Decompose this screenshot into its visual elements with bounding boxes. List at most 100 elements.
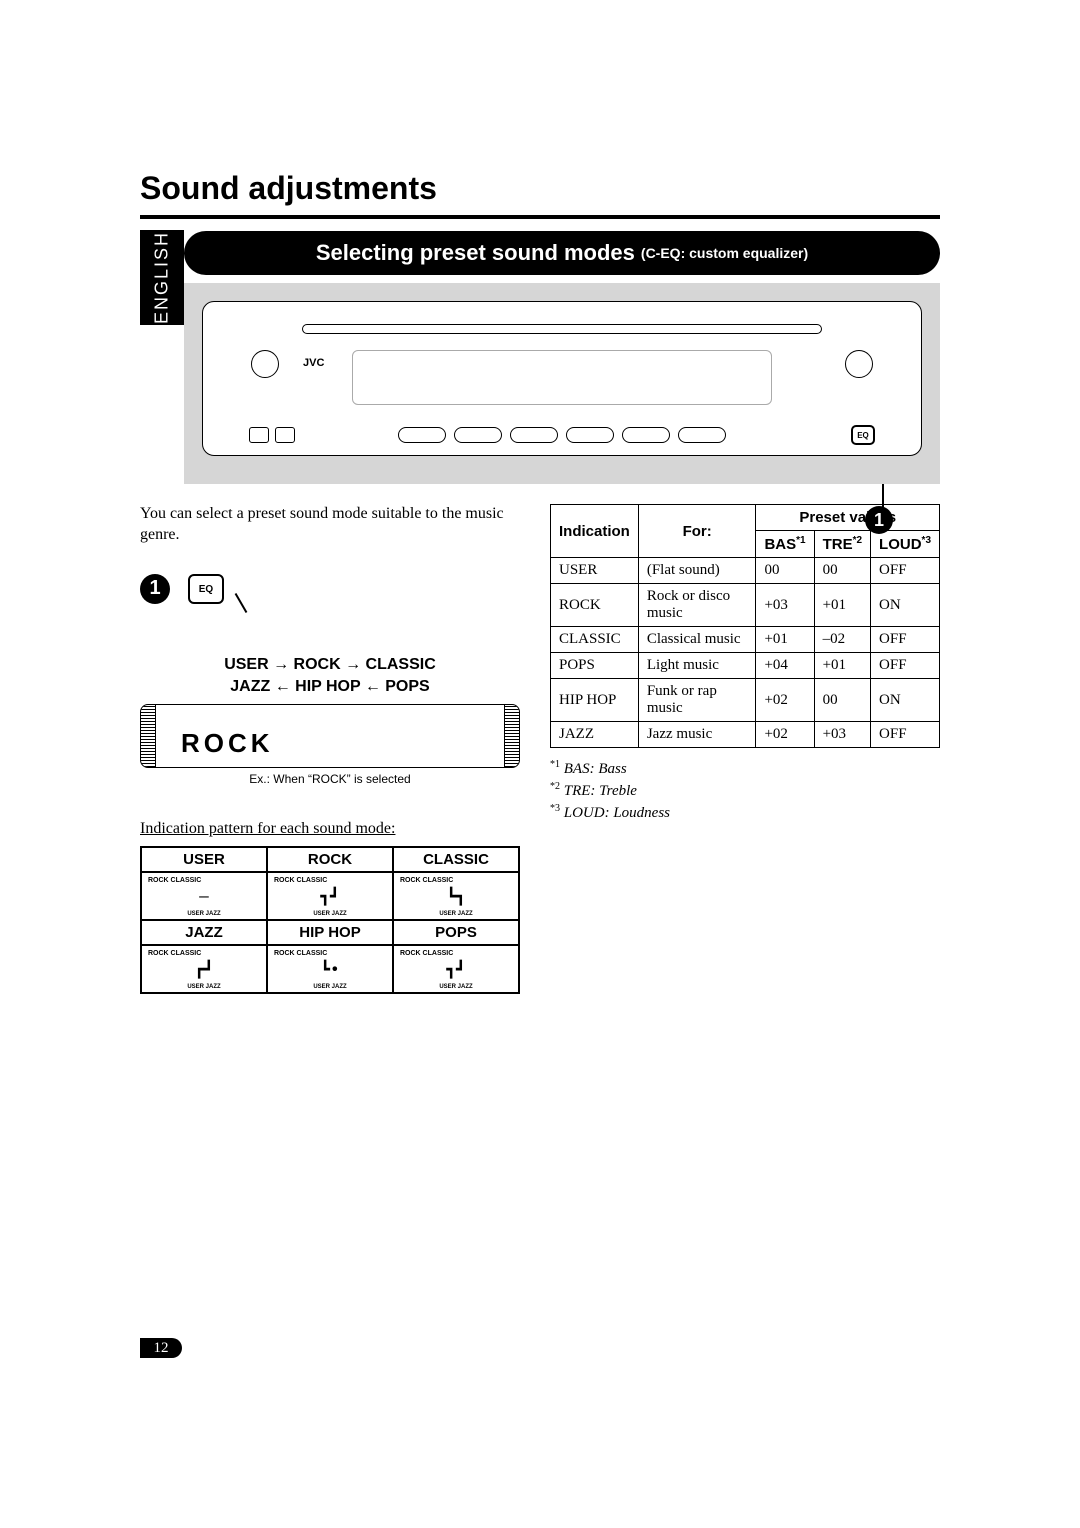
arc-label: ROCK CLASSIC [400,877,453,884]
footnotes: *1 BAS: Bass *2 TRE: Treble *3 LOUD: Lou… [550,758,940,824]
example-caption: Ex.: When “ROCK” is selected [140,772,520,786]
callout-badge-1: 1 [865,506,893,534]
eq-button: EQ [851,425,875,445]
pattern-display: ROCK CLASSIC ┏┛ USER JAZZ [141,945,267,993]
table-cell: OFF [871,722,940,748]
th-preset-values: Preset values [756,505,940,531]
table-cell: +02 [756,722,814,748]
th-loud-text: LOUD [879,536,922,553]
th-tre-sup: *2 [853,535,862,546]
table-cell: +01 [814,584,870,627]
foot-label: USER JAZZ [313,911,346,917]
th-indication: Indication [551,505,639,558]
table-cell: 00 [814,558,870,584]
page-content: Sound adjustments Selecting preset sound… [140,170,940,994]
table-cell: ROCK [551,584,639,627]
table-row: JAZZJazz music+02+03OFF [551,722,940,748]
table-cell: +01 [814,653,870,679]
display-mode-text: ROCK [181,728,274,759]
footnote-3: *3 LOUD: Loudness [550,802,940,824]
table-cell: CLASSIC [551,627,639,653]
arc-label: ROCK CLASSIC [148,950,201,957]
table-cell: Funk or rap music [638,679,756,722]
preset-button [510,427,558,443]
pattern-display: ROCK CLASSIC ┓┛ USER JAZZ [267,872,393,920]
pattern-heading: Indication pattern for each sound mode: [140,820,520,838]
step-1: 1 EQ [140,574,520,614]
th-loud: LOUD*3 [871,531,940,558]
pattern-glyph: — [199,887,209,906]
th-bas-sup: *1 [796,535,805,546]
footnote-2: *2 TRE: Treble [550,780,940,802]
preset-button [454,427,502,443]
table-cell: +04 [756,653,814,679]
footnote-sup: *1 [550,759,560,770]
table-cell: USER [551,558,639,584]
table-row: POPSLight music+04+01OFF [551,653,940,679]
pattern-glyph: ┗• [320,960,339,979]
stereo-display [352,350,772,405]
small-button [249,427,269,443]
small-button [275,427,295,443]
eq-button-mini: EQ [188,574,224,604]
pattern-display: ROCK CLASSIC ┗• USER JAZZ [267,945,393,993]
footnote-text: LOUD: Loudness [564,805,670,821]
car-stereo-illustration: JVC EQ [202,301,922,456]
example-display: ROCK [140,704,520,768]
preset-button-row [398,427,726,443]
banner-main: Selecting preset sound modes [316,240,635,266]
stereo-illustration-box: JVC EQ 1 [184,283,940,484]
mode-cycle-diagram: USER → ROCK → CLASSIC JAZZ ← HIP HOP ← P… [140,654,520,699]
pattern-header: HIP HOP [268,921,392,944]
th-tre-text: TRE [823,536,853,553]
footnote-1: *1 BAS: Bass [550,758,940,780]
table-cell: +01 [756,627,814,653]
cycle-line-1: USER → ROCK → CLASSIC [140,654,520,676]
table-cell: OFF [871,627,940,653]
preset-button [398,427,446,443]
table-cell: –02 [814,627,870,653]
table-cell: 00 [756,558,814,584]
page-title: Sound adjustments [140,170,940,207]
th-bas: BAS*1 [756,531,814,558]
left-button-group [249,427,295,443]
foot-label: USER JAZZ [439,911,472,917]
pattern-header: JAZZ [142,921,266,944]
footnote-sup: *2 [550,781,560,792]
table-cell: OFF [871,558,940,584]
th-tre: TRE*2 [814,531,870,558]
table-cell: OFF [871,653,940,679]
arc-label: ROCK CLASSIC [148,877,201,884]
th-for: For: [638,505,756,558]
pattern-display: ROCK CLASSIC ┗┓ USER JAZZ [393,872,519,920]
pattern-glyph: ┓┛ [320,887,339,906]
page-number: 12 [140,1338,182,1358]
right-knob [845,350,873,378]
table-cell: POPS [551,653,639,679]
left-column: You can select a preset sound mode suita… [140,504,520,994]
cd-slot [302,324,822,334]
pattern-glyph: ┏┛ [194,960,213,979]
table-cell: Jazz music [638,722,756,748]
pattern-display: ROCK CLASSIC ┓┛ USER JAZZ [393,945,519,993]
table-row: ROCKRock or disco music+03+01ON [551,584,940,627]
pattern-header: ROCK [268,848,392,871]
table-cell: HIP HOP [551,679,639,722]
preset-values-table: Indication For: Preset values BAS*1 TRE*… [550,504,940,748]
table-row: HIP HOPFunk or rap music+0200ON [551,679,940,722]
table-cell: Light music [638,653,756,679]
table-cell: (Flat sound) [638,558,756,584]
foot-label: USER JAZZ [187,911,220,917]
foot-label: USER JAZZ [439,984,472,990]
arc-label: ROCK CLASSIC [400,950,453,957]
preset-button [622,427,670,443]
pattern-header: CLASSIC [394,848,518,871]
intro-text: You can select a preset sound mode suita… [140,504,520,546]
section-banner: Selecting preset sound modes (C-EQ: cust… [184,231,940,275]
th-bas-text: BAS [764,536,796,553]
arc-label: ROCK CLASSIC [274,950,327,957]
table-row: CLASSICClassical music+01–02OFF [551,627,940,653]
title-rule [140,215,940,219]
table-cell: ON [871,584,940,627]
foot-label: USER JAZZ [187,984,220,990]
